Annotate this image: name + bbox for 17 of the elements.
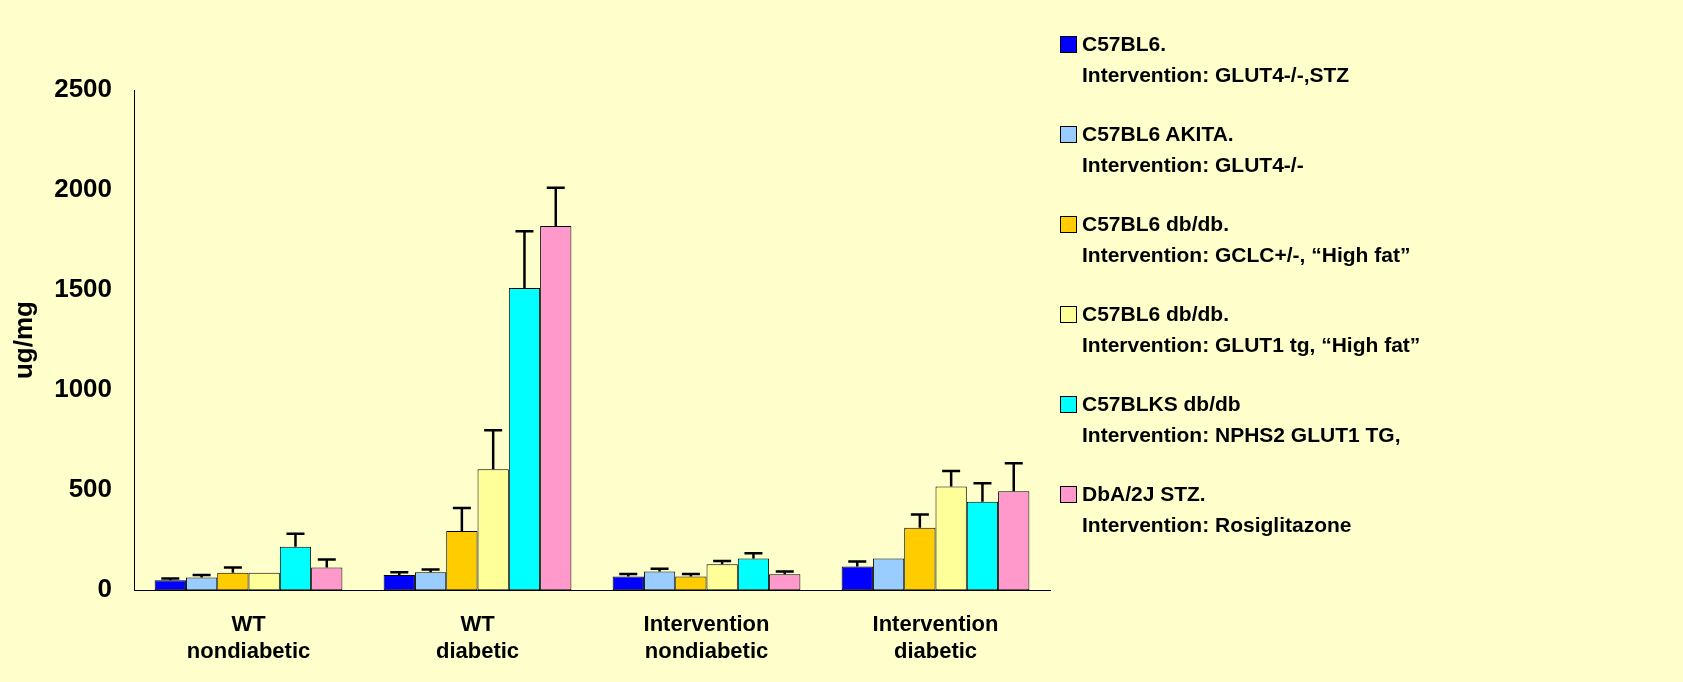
y-tick-label: 2500 — [54, 73, 113, 104]
legend-label: C57BL6 db/db. Intervention: GLUT1 tg, “High fat” — [1082, 301, 1421, 358]
x-tick-label: Intervention diabetic — [872, 611, 999, 663]
legend-label: C57BL6. Intervention: GLUT4-/-,STZ — [1082, 31, 1350, 88]
y-tick-label: 1000 — [54, 373, 113, 404]
y-tick-label: 2000 — [54, 173, 113, 204]
legend-label: C57BL6 db/db. Intervention: GCLC+/-, “High fat” — [1082, 211, 1411, 268]
legend-label: DbA/2J STZ. Intervention: Rosiglitazone — [1082, 481, 1352, 538]
y-axis-title: ug/mg — [7, 301, 38, 380]
y-tick-label: 500 — [68, 473, 113, 504]
x-tick-label: Intervention nondiabetic — [643, 611, 770, 663]
legend-label: C57BL6 AKITA. Intervention: GLUT4-/- — [1082, 121, 1304, 178]
y-tick-label: 0 — [97, 573, 113, 604]
x-tick-label: WT diabetic — [435, 611, 520, 663]
x-tick-label: WT nondiabetic — [186, 611, 311, 663]
y-tick-label: 1500 — [54, 273, 113, 304]
legend-label: C57BLKS db/db Intervention: NPHS2 GLUT1 TG, — [1082, 391, 1401, 448]
